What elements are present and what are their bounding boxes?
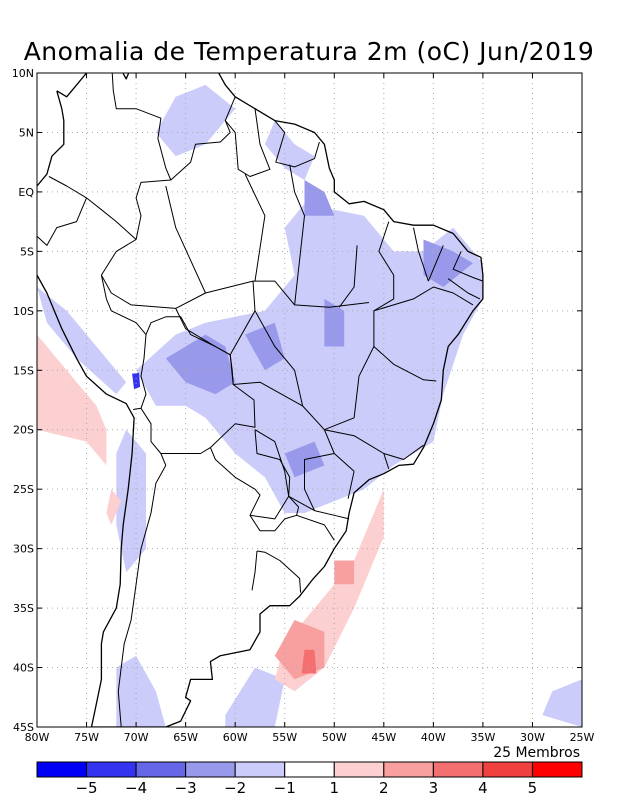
border-line-23 bbox=[447, 278, 481, 300]
plot-frame bbox=[36, 72, 583, 728]
border-line-26 bbox=[383, 453, 390, 470]
border-line-24 bbox=[373, 346, 437, 382]
y-tick-label: 10N bbox=[12, 67, 34, 80]
border-line-11 bbox=[274, 120, 320, 168]
colorbar-label: −3 bbox=[175, 779, 197, 797]
colorbar-label: −5 bbox=[75, 779, 97, 797]
border-line-22 bbox=[452, 251, 484, 282]
members-note: 25 Membros bbox=[493, 745, 580, 761]
y-tick-label: 20S bbox=[13, 424, 34, 437]
colorbar-swatch-9 bbox=[482, 761, 533, 778]
border-line-8 bbox=[251, 550, 258, 591]
coastline bbox=[37, 73, 484, 727]
x-tick-label: 35W bbox=[470, 731, 495, 744]
cold-anomaly-region-9 bbox=[245, 322, 285, 371]
border-line-17 bbox=[296, 514, 335, 541]
y-tick-label: 45S bbox=[13, 721, 34, 734]
cold-anomaly-region-6 bbox=[225, 667, 285, 727]
warm-anomaly-region-15 bbox=[37, 334, 107, 466]
map-plot-area bbox=[37, 84, 582, 727]
x-tick-label: 40W bbox=[421, 731, 446, 744]
colorbar-label: −4 bbox=[125, 779, 147, 797]
colorbar-label: 2 bbox=[379, 779, 389, 797]
colorbar-label: −1 bbox=[274, 779, 296, 797]
y-tick-label: 10S bbox=[13, 305, 34, 318]
colorbar-swatch-0 bbox=[36, 761, 88, 778]
cold-anomaly-region-11 bbox=[423, 239, 473, 287]
border-line-5 bbox=[209, 429, 291, 520]
border-line-27 bbox=[347, 471, 355, 499]
border-line-15 bbox=[254, 310, 304, 407]
colorbar-swatch-1 bbox=[86, 761, 137, 778]
axis-ticks: 80W 75W 70W 65W 60W 55W 50W 45W 40W 35W 30W 25W 10N 5… bbox=[12, 67, 595, 744]
border-line-18 bbox=[304, 453, 335, 511]
y-tick-label: 40S bbox=[13, 662, 34, 675]
border-line-3 bbox=[117, 408, 167, 727]
cold-anomaly-region-7 bbox=[542, 679, 582, 727]
border-line-19 bbox=[373, 286, 474, 312]
border-line-21 bbox=[427, 245, 444, 282]
border-line-30 bbox=[244, 173, 266, 282]
border-line-31 bbox=[175, 292, 206, 309]
cold-anomaly-region-5 bbox=[116, 655, 166, 727]
colorbar-swatch-4 bbox=[234, 761, 286, 778]
colorbar-swatch-8 bbox=[432, 761, 484, 778]
border-line-29 bbox=[289, 164, 305, 305]
border-line-16 bbox=[254, 429, 350, 520]
x-tick-label: 75W bbox=[74, 731, 99, 744]
y-tick-label: 5N bbox=[19, 126, 34, 139]
colorbar-label: 3 bbox=[429, 779, 439, 797]
x-tick-label: 60W bbox=[223, 731, 248, 744]
border-line-20 bbox=[413, 227, 429, 282]
y-tick-label: 25S bbox=[13, 483, 34, 496]
border-line-6 bbox=[249, 495, 300, 532]
border-line-2 bbox=[37, 197, 87, 246]
x-tick-label: 45W bbox=[371, 731, 396, 744]
x-tick-label: 25W bbox=[570, 731, 595, 744]
colorbar-label: 5 bbox=[528, 779, 538, 797]
warm-anomaly-region-17 bbox=[106, 489, 122, 525]
cold-anomaly-region-3 bbox=[37, 287, 127, 395]
border-line-28 bbox=[338, 245, 358, 308]
y-tick-label: EQ bbox=[18, 186, 34, 199]
colorbar: −5 −4 −3 −2 −1 1 2 3 4 5 bbox=[36, 761, 583, 797]
x-tick-label: 80W bbox=[25, 731, 50, 744]
colorbar-swatch-7 bbox=[383, 761, 434, 778]
border-line-10 bbox=[224, 108, 271, 177]
x-tick-label: 70W bbox=[124, 731, 149, 744]
y-tick-label: 35S bbox=[13, 602, 34, 615]
cold-anomaly-region-10 bbox=[324, 298, 345, 347]
cold-anomaly-region-1 bbox=[155, 84, 236, 157]
coastlines-and-borders bbox=[37, 73, 484, 727]
colorbar-swatch-5 bbox=[284, 761, 335, 778]
colorbar-label: 1 bbox=[329, 779, 339, 797]
y-tick-label: 15S bbox=[13, 364, 34, 377]
cold-anomaly-region-4 bbox=[116, 429, 146, 573]
border-line-7 bbox=[256, 550, 302, 593]
x-tick-label: 65W bbox=[173, 731, 198, 744]
chart-title: Anomalia de Temperatura 2m (oC) Jun/2019 bbox=[24, 37, 595, 66]
colorbar-label: 4 bbox=[478, 779, 488, 797]
border-line-32 bbox=[165, 185, 254, 294]
x-tick-label: 30W bbox=[520, 731, 545, 744]
cold-anomaly-region-13 bbox=[304, 180, 335, 216]
cold-anomaly-region-2 bbox=[264, 120, 315, 180]
cold-anomaly-region-14 bbox=[132, 372, 141, 390]
colorbar-swatch-10 bbox=[531, 761, 583, 778]
x-tick-label: 50W bbox=[322, 731, 347, 744]
cold-anomaly-region-8 bbox=[165, 334, 236, 395]
border-line-0 bbox=[48, 73, 172, 240]
x-tick-label: 55W bbox=[272, 731, 297, 744]
grid-lines bbox=[37, 73, 582, 727]
border-line-1 bbox=[100, 239, 147, 410]
colorbar-label: −2 bbox=[224, 779, 246, 797]
colorbar-swatch-3 bbox=[185, 761, 236, 778]
warm-anomaly-region-19 bbox=[334, 560, 355, 585]
y-tick-label: 30S bbox=[13, 543, 34, 556]
colorbar-swatch-6 bbox=[333, 761, 385, 778]
y-tick-label: 5S bbox=[20, 245, 34, 258]
colorbar-swatch-2 bbox=[135, 761, 187, 778]
